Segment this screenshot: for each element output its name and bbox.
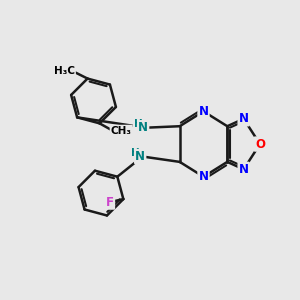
Text: O: O (255, 138, 265, 151)
Text: F: F (106, 196, 114, 208)
Text: N: N (238, 163, 249, 176)
Text: CH₃: CH₃ (111, 126, 132, 136)
Text: H₃C: H₃C (54, 66, 75, 76)
Text: H: H (134, 119, 142, 129)
Text: N: N (135, 150, 145, 163)
Text: N: N (199, 105, 208, 118)
Text: N: N (238, 112, 249, 125)
Text: N: N (138, 121, 148, 134)
Text: N: N (199, 170, 208, 183)
Text: H: H (131, 148, 140, 158)
